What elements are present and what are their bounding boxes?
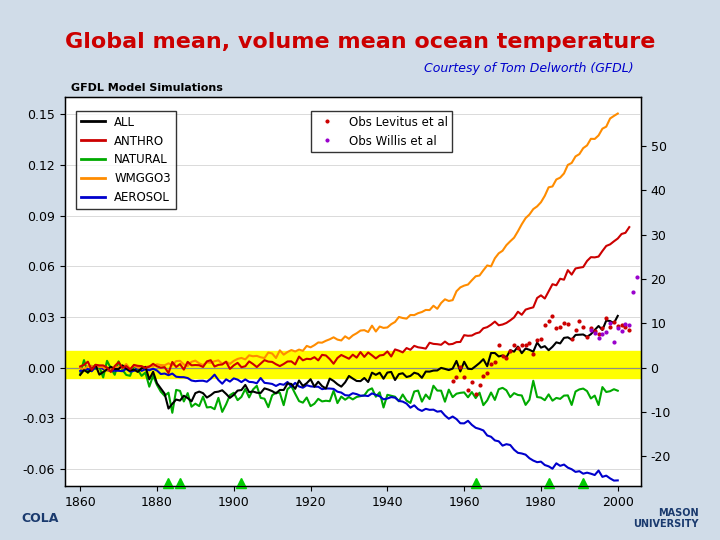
Bar xyxy=(65,351,641,378)
Text: Global mean, volume mean ocean temperature: Global mean, volume mean ocean temperatu… xyxy=(65,32,655,52)
AEROSOL xyxy=(548,465,557,472)
Text: GFDL Model Simulations: GFDL Model Simulations xyxy=(71,83,222,93)
WMGGO3 xyxy=(256,354,265,361)
NATURAL xyxy=(80,357,89,363)
Text: Courtesy of Tom Delworth (GFDL): Courtesy of Tom Delworth (GFDL) xyxy=(424,62,634,75)
AEROSOL xyxy=(536,458,545,465)
ANTHRO xyxy=(114,359,123,366)
Line: ANTHRO: ANTHRO xyxy=(80,227,629,373)
ALL xyxy=(164,406,173,412)
WMGGO3 xyxy=(536,199,545,206)
ALL xyxy=(548,343,557,350)
ALL xyxy=(590,327,599,333)
ANTHRO xyxy=(472,330,480,337)
WMGGO3 xyxy=(103,368,112,374)
ALL xyxy=(80,367,89,373)
AEROSOL xyxy=(590,472,599,478)
ALL xyxy=(107,363,115,370)
AEROSOL xyxy=(95,363,104,370)
WMGGO3 xyxy=(80,366,89,373)
NATURAL xyxy=(260,395,269,402)
ANTHRO xyxy=(521,306,530,313)
Line: WMGGO3: WMGGO3 xyxy=(80,113,618,371)
ANTHRO xyxy=(156,364,165,371)
ANTHRO xyxy=(529,304,538,310)
WMGGO3 xyxy=(548,183,557,190)
ANTHRO xyxy=(164,370,173,376)
NATURAL xyxy=(552,395,561,401)
NATURAL xyxy=(76,371,84,377)
NATURAL xyxy=(110,372,119,378)
ANTHRO xyxy=(76,363,84,370)
Line: NATURAL: NATURAL xyxy=(80,360,618,413)
AEROSOL xyxy=(613,477,622,484)
AEROSOL xyxy=(76,368,84,374)
ALL xyxy=(76,372,84,378)
ALL xyxy=(613,313,622,319)
ALL xyxy=(536,345,545,351)
NATURAL xyxy=(168,409,176,416)
NATURAL xyxy=(541,397,549,403)
ALL xyxy=(256,390,265,396)
WMGGO3 xyxy=(110,364,119,371)
Line: AEROSOL: AEROSOL xyxy=(80,367,618,481)
ANTHRO xyxy=(248,361,257,367)
ANTHRO xyxy=(625,224,634,231)
Line: ALL: ALL xyxy=(80,316,618,409)
WMGGO3 xyxy=(76,365,84,372)
AEROSOL xyxy=(256,375,265,381)
Text: COLA: COLA xyxy=(22,512,59,525)
NATURAL xyxy=(613,388,622,394)
AEROSOL xyxy=(110,368,119,374)
Legend: Obs Levitus et al, Obs Willis et al: Obs Levitus et al, Obs Willis et al xyxy=(311,111,452,152)
NATURAL xyxy=(84,370,92,376)
AEROSOL xyxy=(610,477,618,484)
NATURAL xyxy=(594,402,603,408)
AEROSOL xyxy=(80,367,89,373)
WMGGO3 xyxy=(590,136,599,142)
Text: MASON
UNIVERSITY: MASON UNIVERSITY xyxy=(633,508,698,529)
WMGGO3 xyxy=(613,110,622,117)
